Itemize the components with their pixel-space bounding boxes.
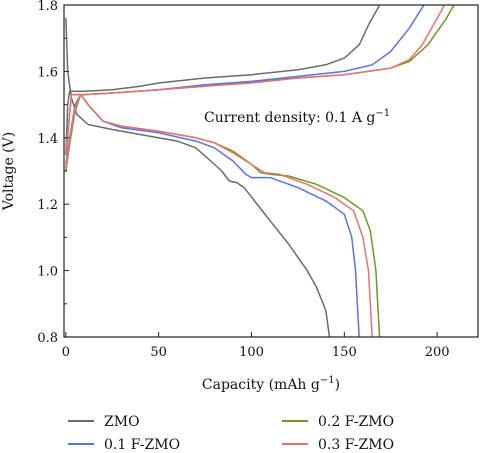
x-axis-ticks: 0 50 100 150 200 (62, 332, 450, 360)
y-tick-label: 1.8 (37, 0, 58, 14)
x-axis-title-superscript: −1 (320, 375, 335, 386)
plot-area (63, 4, 479, 338)
x-axis-title: Capacity (mAh g−1) (202, 375, 340, 393)
y-axis-title: Voltage (V) (1, 132, 17, 211)
series-line-0-2-f-zmo-discharge (65, 93, 381, 337)
series-line-0-3-f-zmo-charge (65, 5, 446, 156)
x-tick-label: 0 (62, 345, 70, 360)
x-tick-label: 200 (425, 345, 450, 360)
series-line-zmo-discharge (65, 17, 331, 337)
x-tick-label: 100 (239, 345, 264, 360)
series-line-zmo-charge (65, 5, 381, 156)
legend-label: 0.3 F-ZMO (318, 437, 394, 453)
series-layer (65, 5, 455, 337)
x-tick-label: 50 (150, 345, 167, 360)
y-axis-ticks: 0.8 1.0 1.2 1.4 1.6 1.8 (37, 0, 69, 346)
legend-label: ZMO (104, 414, 140, 430)
annotation-superscript: −1 (375, 108, 390, 119)
y-tick-label: 0.8 (37, 331, 58, 346)
y-tick-label: 1.4 (37, 132, 58, 147)
y-tick-label: 1.6 (37, 65, 58, 80)
legend-label: 0.1 F-ZMO (104, 437, 180, 453)
legend: ZMO 0.2 F-ZMO 0.1 F-ZMO 0.3 F-ZMO (68, 414, 394, 453)
y-tick-label: 1.0 (37, 265, 58, 280)
x-axis-title-tail: ) (335, 377, 340, 393)
x-tick-label: 150 (332, 345, 357, 360)
legend-label: 0.2 F-ZMO (318, 414, 394, 430)
series-line-0-1-f-zmo-discharge (65, 93, 360, 337)
current-density-annotation: Current density: 0.1 A g−1 (204, 108, 390, 126)
series-line-0-3-f-zmo-discharge (65, 93, 373, 337)
y-tick-label: 1.2 (37, 198, 58, 213)
